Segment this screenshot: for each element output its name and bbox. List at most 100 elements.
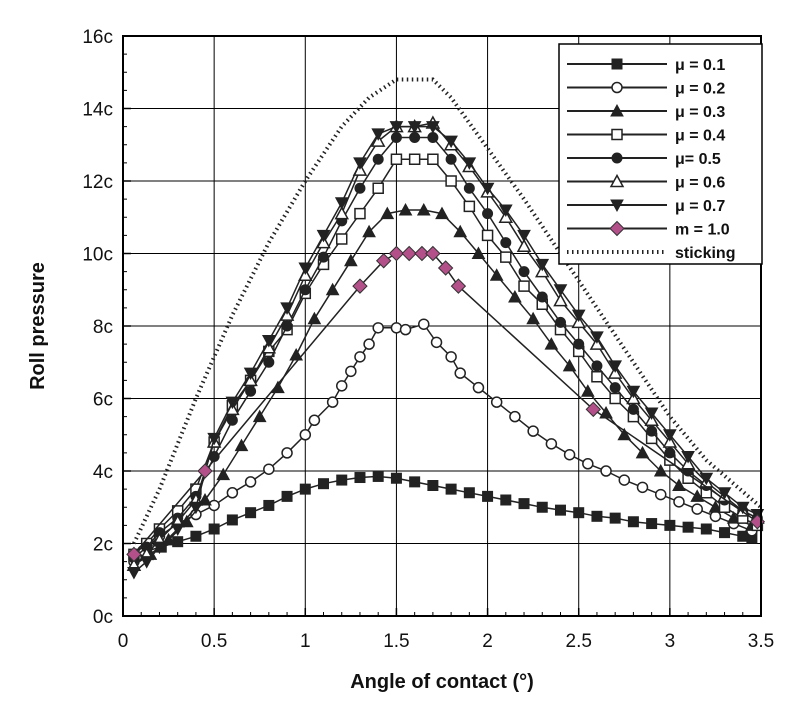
legend-label: μ = 0.3: [675, 104, 725, 121]
data-point: [380, 206, 395, 220]
data-point: [673, 496, 685, 508]
data-point: [390, 322, 403, 334]
data-point: [591, 510, 603, 522]
data-point: [407, 121, 422, 134]
data-point: [414, 245, 430, 262]
series-group: [126, 77, 766, 580]
data-point: [363, 338, 375, 350]
data-point: [609, 512, 621, 524]
data-point: [307, 311, 322, 325]
data-point: [454, 367, 466, 379]
data-point: [500, 237, 512, 249]
data-point: [289, 347, 304, 361]
data-point: [234, 438, 249, 452]
data-point: [453, 224, 468, 238]
data-point: [354, 472, 366, 484]
data-point: [490, 396, 503, 408]
data-point: [617, 427, 632, 441]
series: [128, 132, 763, 564]
data-point: [609, 220, 625, 237]
data-point: [626, 385, 641, 399]
data-point: [610, 199, 624, 213]
data-point: [654, 488, 667, 501]
data-point: [600, 465, 612, 477]
data-point: [352, 278, 368, 294]
data-point: [353, 157, 367, 170]
data-point: [481, 229, 494, 242]
data-point: [437, 260, 454, 276]
data-point: [281, 490, 293, 502]
data-point: [252, 409, 267, 423]
data-point: [426, 121, 440, 134]
y-tick-label: 14c: [82, 100, 113, 121]
data-point: [463, 182, 475, 194]
data-point: [690, 489, 705, 502]
data-point: [500, 251, 512, 263]
data-point: [664, 519, 676, 531]
data-point: [471, 246, 486, 259]
y-tick-label: 10c: [82, 245, 113, 266]
data-point: [263, 356, 275, 368]
data-point: [371, 128, 386, 141]
data-point: [445, 175, 457, 187]
legend-entry: μ= 0.5: [567, 151, 721, 168]
x-tick-label: 0: [118, 631, 129, 652]
series: [127, 202, 759, 571]
data-point: [635, 445, 650, 459]
data-point: [336, 474, 348, 486]
series: [128, 318, 758, 568]
series-line: [133, 323, 753, 563]
data-point: [245, 385, 257, 397]
data-point: [152, 541, 167, 555]
data-point: [463, 487, 475, 499]
data-point: [563, 448, 576, 461]
series: [126, 245, 766, 563]
data-point: [644, 407, 659, 421]
x-tick-label: 3: [665, 631, 676, 652]
data-point: [526, 311, 540, 325]
data-point: [498, 204, 513, 218]
data-point: [717, 487, 732, 500]
data-point: [316, 229, 331, 243]
data-point: [334, 206, 350, 220]
data-point: [170, 523, 185, 537]
data-point: [664, 447, 676, 459]
data-point: [372, 322, 384, 334]
data-point: [225, 396, 240, 410]
data-point: [508, 289, 522, 303]
data-point: [573, 507, 585, 519]
y-tick-label: 0c: [93, 607, 113, 628]
data-point: [691, 503, 703, 515]
data-point: [582, 458, 594, 470]
data-point: [390, 472, 402, 484]
data-point: [545, 438, 558, 450]
data-point: [719, 527, 731, 539]
data-point: [208, 523, 220, 535]
data-point: [427, 132, 439, 143]
data-point: [699, 472, 714, 486]
y-tick-label: 6c: [93, 390, 113, 411]
data-point: [418, 318, 430, 330]
data-point: [126, 546, 142, 563]
data-point: [263, 463, 275, 475]
data-point: [207, 432, 221, 446]
legend-label: sticking: [675, 245, 735, 262]
data-point: [735, 501, 750, 515]
legend-label: m = 1.0: [675, 222, 730, 239]
x-tick-label: 3.5: [748, 631, 774, 652]
data-point: [591, 371, 603, 383]
data-point: [226, 487, 239, 499]
data-point: [244, 476, 257, 488]
data-point: [544, 337, 559, 350]
data-point: [243, 367, 258, 381]
legend-label: μ = 0.7: [675, 198, 725, 215]
data-point: [216, 467, 231, 481]
data-point: [663, 429, 677, 442]
data-point: [518, 280, 530, 292]
data-point: [390, 153, 403, 165]
data-point: [462, 157, 477, 170]
data-point: [646, 425, 658, 437]
data-point: [388, 245, 405, 262]
data-point: [450, 278, 467, 294]
legend-label: μ = 0.4: [675, 128, 725, 145]
